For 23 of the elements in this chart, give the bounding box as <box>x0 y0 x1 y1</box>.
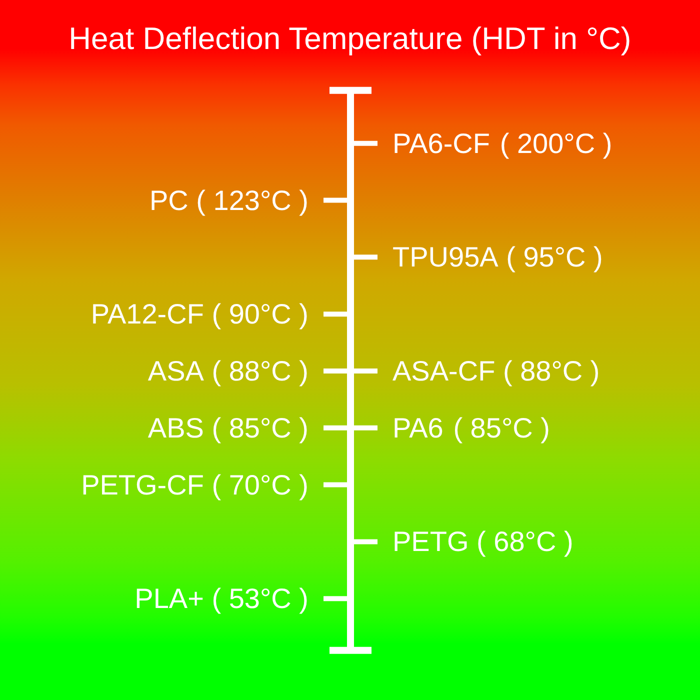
data-label: ( 123°C ) <box>196 184 308 216</box>
data-label: ( 68°C ) <box>476 526 574 558</box>
data-label: ( 90°C ) <box>212 298 309 330</box>
data-label: ( 200°C ) <box>500 128 612 159</box>
data-label: ( 88°C ) <box>502 355 600 386</box>
category-label: TPU95A <box>392 242 499 273</box>
text: Heat Deflection Temperature (HDT in °C) <box>68 21 632 56</box>
category-label: PA6-CF <box>392 128 490 159</box>
category-label: PETG-CF <box>81 469 204 500</box>
category-label: ASA <box>148 355 204 386</box>
category-label: PA6 <box>392 412 444 444</box>
category-label: PLA+ <box>134 583 204 614</box>
data-label: ( 53°C ) <box>212 583 309 614</box>
category-label: PA12-CF <box>90 298 204 330</box>
category-label: ABS <box>148 412 204 444</box>
category-label: PC <box>149 184 188 216</box>
data-label: ( 88°C ) <box>212 355 309 386</box>
data-label: ( 70°C ) <box>212 469 309 500</box>
data-label: ( 85°C ) <box>212 412 309 444</box>
category-label: ASA-CF <box>392 355 496 386</box>
category-label: PETG <box>392 526 469 558</box>
data-label: ( 85°C ) <box>453 412 550 444</box>
data-label: ( 95°C ) <box>506 242 603 273</box>
